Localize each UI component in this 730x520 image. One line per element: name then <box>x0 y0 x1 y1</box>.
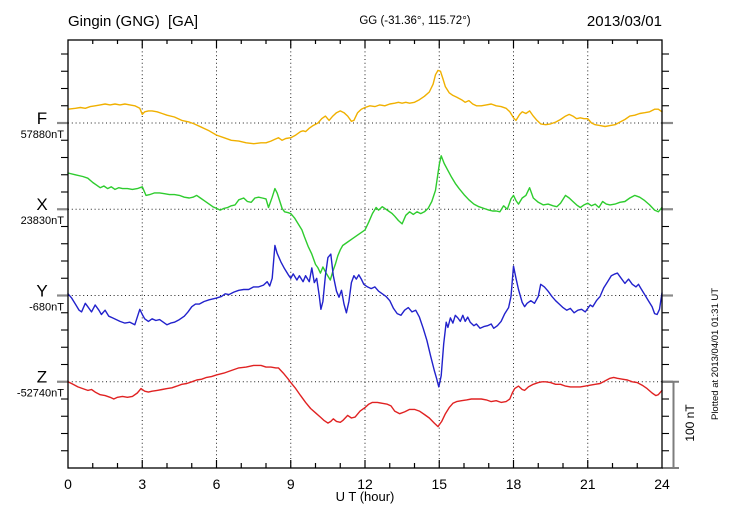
x-axis-label: U T (hour) <box>336 489 395 504</box>
x-tick-labels-group: 0 3 6 9 12 15 18 21 24 <box>64 476 670 492</box>
station-coordinates: GG (-31.36°, 115.72°) <box>359 15 470 27</box>
plotted-at-note: Plotted at 2013/04/01 01:31 UT <box>710 288 721 420</box>
component-value-x: 23830nT <box>21 215 65 227</box>
x-tick-label: 12 <box>357 476 373 492</box>
curve-x <box>67 155 663 281</box>
scale-bar-label: 100 nT <box>683 404 697 442</box>
x-tick-label: 0 <box>64 476 72 492</box>
scale-bar-group <box>662 380 679 469</box>
gridlines-group <box>68 40 662 468</box>
component-value-y: -680nT <box>29 302 64 314</box>
curve-y <box>67 244 663 388</box>
station-title: Gingin (GNG) [GA] <box>68 13 198 30</box>
curve-z <box>67 364 663 428</box>
curves-group <box>67 69 663 428</box>
x-tick-label: 24 <box>654 476 670 492</box>
component-label-z: Z <box>37 368 47 387</box>
curve-f <box>67 69 663 145</box>
component-label-x: X <box>36 195 47 214</box>
x-tick-label: 9 <box>287 476 295 492</box>
x-tick-label: 15 <box>431 476 447 492</box>
plot-frame <box>67 39 663 469</box>
x-tick-label: 21 <box>580 476 596 492</box>
ticks-group <box>57 40 673 468</box>
component-value-z: -52740nT <box>17 388 64 400</box>
component-value-f: 57880nT <box>21 129 65 141</box>
x-tick-label: 3 <box>138 476 146 492</box>
x-tick-label: 18 <box>506 476 522 492</box>
component-label-y: Y <box>36 282 47 301</box>
x-tick-label: 6 <box>213 476 221 492</box>
plot-date: 2013/03/01 <box>587 13 662 30</box>
component-label-f: F <box>37 109 47 128</box>
